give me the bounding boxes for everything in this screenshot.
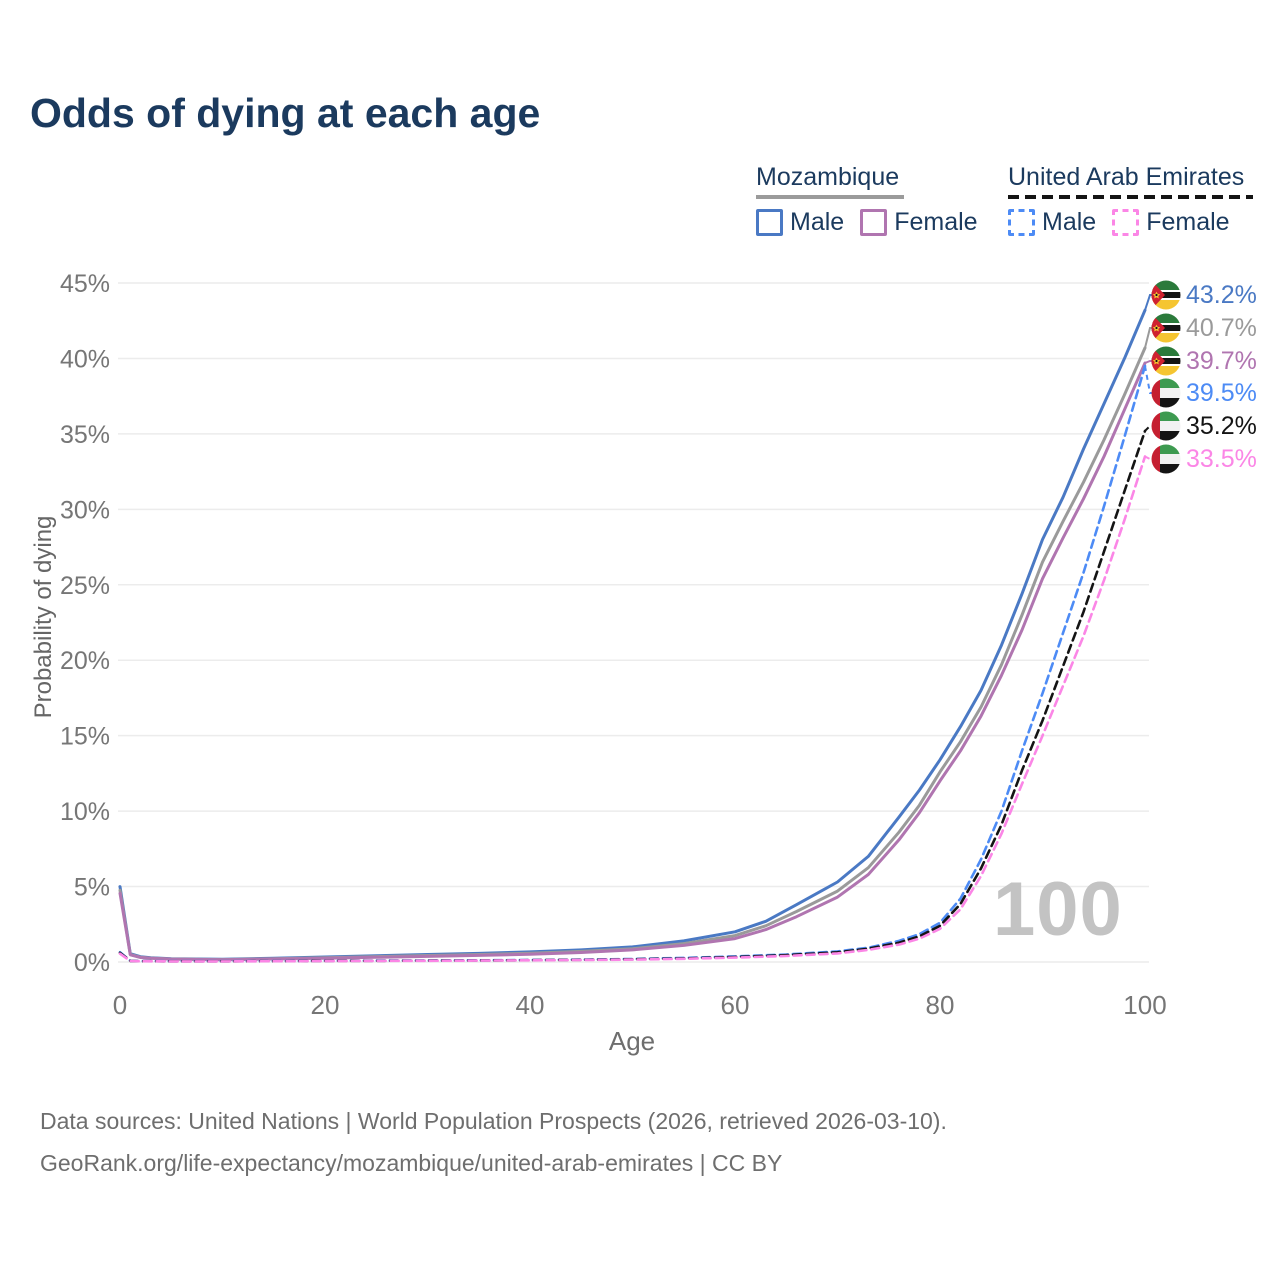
legend-item-label: Male [790,208,845,236]
y-tick-label: 40% [60,345,110,373]
page-title: Odds of dying at each age [30,90,541,136]
legend-item-mozambique-male: Male [756,208,844,237]
end-label-united-arab-emirates-female: 33.5% [1151,444,1257,474]
uae-flag-icon [1151,444,1181,474]
end-label-value: 43.2% [1186,280,1257,309]
legend-item-label: Female [894,208,978,236]
legend-group-mozambique: Mozambique Male Female [756,163,978,237]
mozambique-flag-icon [1151,280,1181,310]
y-tick-label: 0% [74,949,110,977]
x-tick-label: 40 [516,990,545,1020]
end-label-mozambique-both-sexes: 40.7% [1151,313,1257,343]
series-line-mozambique-female [118,361,1147,962]
y-tick-label: 10% [60,798,110,826]
end-label-value: 39.5% [1186,378,1257,407]
end-label-mozambique-female: 39.7% [1151,346,1257,376]
y-tick-label: 30% [60,496,110,524]
x-tick-label: 20 [311,990,340,1020]
legend-item-label: Female [1146,208,1230,236]
x-tick-label: 0 [113,990,127,1020]
x-axis-title: Age [608,1026,656,1056]
series-line-mozambique-both-sexes [118,346,1147,962]
legend-swatch-solid-purple [860,209,888,236]
y-tick-label: 5% [74,874,110,902]
attribution-text: GeoRank.org/life-expectancy/mozambique/u… [40,1150,783,1176]
end-label-mozambique-male: 43.2% [1151,280,1257,310]
legend-country-name: Mozambique [756,163,900,191]
y-tick-label: 35% [60,421,110,449]
legend-item-uae-female: Female [1112,208,1230,237]
y-axis-title: Probability of dying [30,515,57,719]
legend-underline-dashed [1008,195,1253,199]
series-line-mozambique-male [118,308,1147,961]
series-line-united-arab-emirates-female [118,455,1147,963]
x-tick-label: 100 [1123,990,1166,1020]
end-label-value: 33.5% [1186,444,1257,473]
legend-item-uae-male: Male [1008,208,1096,237]
y-tick-label: 45% [60,270,110,298]
legend-item-mozambique-female: Female [860,208,978,237]
legend-underline-solid [756,195,904,199]
end-label-united-arab-emirates-male: 39.5% [1151,378,1257,408]
legend-swatch-dashed-pink [1112,209,1140,236]
end-label-value: 40.7% [1186,313,1257,342]
uae-flag-icon [1151,378,1181,408]
end-label-connector [1144,455,1153,460]
legend-country-name: United Arab Emirates [1008,163,1245,191]
legend-group-uae: United Arab Emirates Male Female [1008,163,1253,237]
x-tick-label: 80 [926,990,955,1020]
legend-item-label: Male [1042,208,1097,236]
end-label-united-arab-emirates-both-sexes: 35.2% [1151,411,1257,441]
end-label-value: 35.2% [1186,411,1257,440]
mozambique-flag-icon [1151,313,1181,343]
legend-swatch-solid-blue [756,209,783,236]
x-tick-label: 60 [721,990,750,1020]
y-tick-label: 20% [60,647,110,675]
series-line-united-arab-emirates-male [118,364,1147,963]
end-label-value: 39.7% [1186,346,1257,375]
data-sources-text: Data sources: United Nations | World Pop… [40,1108,947,1134]
y-tick-label: 15% [60,723,110,751]
legend-swatch-dashed-blue [1008,209,1035,236]
y-tick-label: 25% [60,572,110,600]
mozambique-flag-icon [1151,346,1181,376]
age-watermark: 100 [993,867,1123,952]
uae-flag-icon [1151,411,1181,441]
